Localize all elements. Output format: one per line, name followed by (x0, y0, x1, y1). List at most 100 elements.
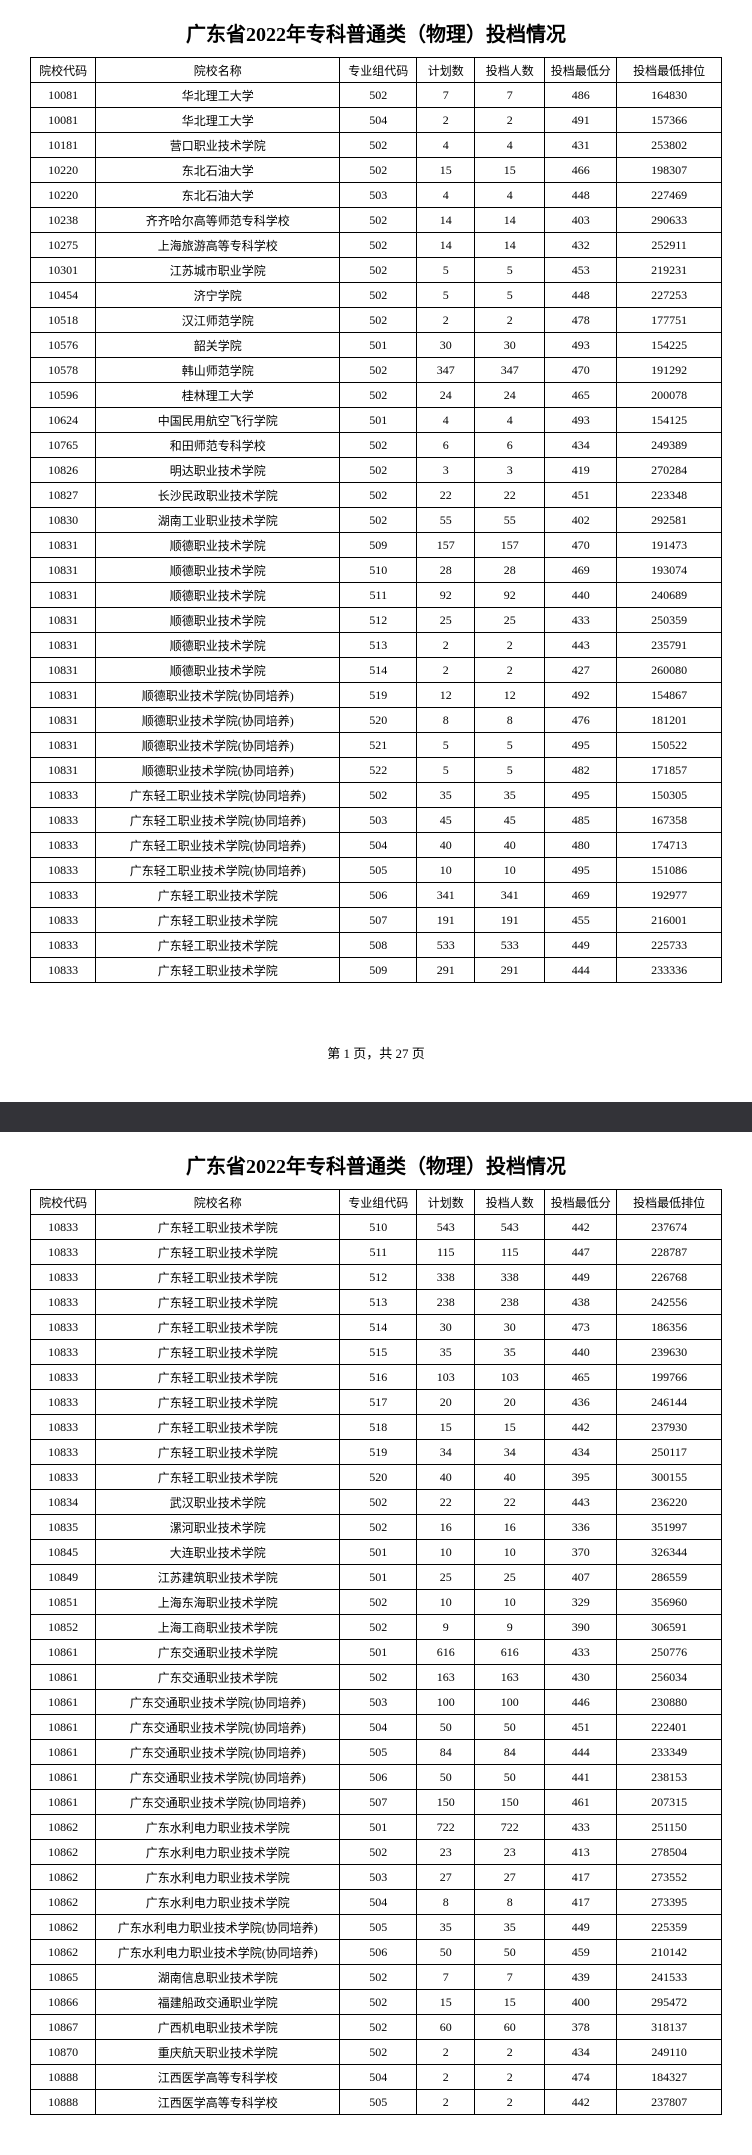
table-cell: 广东水利电力职业技术学院(协同培养) (96, 1940, 340, 1965)
table-cell: 150 (417, 1790, 475, 1815)
table-cell: 10831 (31, 683, 96, 708)
table-cell: 2 (417, 658, 475, 683)
table-cell: 336 (545, 1515, 617, 1540)
table-cell: 10862 (31, 1840, 96, 1865)
table-cell: 22 (417, 483, 475, 508)
table-cell: 466 (545, 158, 617, 183)
table-row: 10081华北理工大学50422491157366 (31, 108, 722, 133)
table-cell: 453 (545, 258, 617, 283)
table-row: 10862广东水利电力职业技术学院5032727417273552 (31, 1865, 722, 1890)
table-cell: 江苏建筑职业技术学院 (96, 1565, 340, 1590)
table-cell: 江西医学高等专科学校 (96, 2090, 340, 2115)
table-cell: 广东轻工职业技术学院 (96, 1265, 340, 1290)
table-cell: 东北石油大学 (96, 158, 340, 183)
table-cell: 22 (475, 1490, 545, 1515)
table-cell: 164830 (617, 83, 722, 108)
table-cell: 9 (417, 1615, 475, 1640)
table-cell: 273552 (617, 1865, 722, 1890)
table-cell: 503 (340, 808, 417, 833)
table-cell: 177751 (617, 308, 722, 333)
table-cell: 10865 (31, 1965, 96, 1990)
table-cell: 533 (417, 933, 475, 958)
table-cell: 440 (545, 1340, 617, 1365)
table-cell: 广东交通职业技术学院(协同培养) (96, 1790, 340, 1815)
table-cell: 桂林理工大学 (96, 383, 340, 408)
table-cell: 10861 (31, 1665, 96, 1690)
table-cell: 40 (417, 833, 475, 858)
table-cell: 广东交通职业技术学院(协同培养) (96, 1690, 340, 1715)
table-row: 10831顺德职业技术学院(协同培养)52255482171857 (31, 758, 722, 783)
table-cell: 434 (545, 1440, 617, 1465)
table-cell: 154867 (617, 683, 722, 708)
table-cell: 10081 (31, 83, 96, 108)
table-cell: 35 (417, 1915, 475, 1940)
table-cell: 250117 (617, 1440, 722, 1465)
table-cell: 10 (417, 858, 475, 883)
table-cell: 448 (545, 183, 617, 208)
table-cell: 广东轻工职业技术学院 (96, 1365, 340, 1390)
table-row: 10831顺德职业技术学院(协同培养)52088476181201 (31, 708, 722, 733)
table-cell: 465 (545, 1365, 617, 1390)
table-row: 10870重庆航天职业技术学院50222434249110 (31, 2040, 722, 2065)
table-cell: 10862 (31, 1940, 96, 1965)
table-cell: 433 (545, 1640, 617, 1665)
table-row: 10831顺德职业技术学院51422427260080 (31, 658, 722, 683)
table-cell: 10834 (31, 1490, 96, 1515)
table-cell: 509 (340, 533, 417, 558)
table-cell: 顺德职业技术学院 (96, 558, 340, 583)
table-cell: 中国民用航空飞行学院 (96, 408, 340, 433)
table-cell: 222401 (617, 1715, 722, 1740)
table-cell: 5 (475, 758, 545, 783)
table-cell: 249110 (617, 2040, 722, 2065)
table-cell: 616 (475, 1640, 545, 1665)
table-cell: 10275 (31, 233, 96, 258)
table-row: 10852上海工商职业技术学院50299390306591 (31, 1615, 722, 1640)
table-cell: 江西医学高等专科学校 (96, 2065, 340, 2090)
table-cell: 347 (417, 358, 475, 383)
table-cell: 517 (340, 1390, 417, 1415)
table-cell: 上海旅游高等专科学校 (96, 233, 340, 258)
table-cell: 502 (340, 233, 417, 258)
col-group: 专业组代码 (340, 1190, 417, 1215)
table-cell: 251150 (617, 1815, 722, 1840)
page-title: 广东省2022年专科普通类（物理）投档情况 (30, 18, 722, 47)
table-cell: 430 (545, 1665, 617, 1690)
table-cell: 442 (545, 1415, 617, 1440)
table-cell: 10849 (31, 1565, 96, 1590)
table-row: 10833广东轻工职业技术学院511115115447228787 (31, 1240, 722, 1265)
table-cell: 10851 (31, 1590, 96, 1615)
table-cell: 505 (340, 2090, 417, 2115)
table-row: 10833广东轻工职业技术学院(协同培养)5051010495151086 (31, 858, 722, 883)
table-cell: 10 (417, 1590, 475, 1615)
table-row: 10862广东水利电力职业技术学院(协同培养)5065050459210142 (31, 1940, 722, 1965)
table-cell: 10833 (31, 1290, 96, 1315)
table-cell: 225733 (617, 933, 722, 958)
table-cell: 广东水利电力职业技术学院 (96, 1815, 340, 1840)
table-cell: 45 (417, 808, 475, 833)
table-cell: 395 (545, 1465, 617, 1490)
table-cell: 501 (340, 333, 417, 358)
table-cell: 390 (545, 1615, 617, 1640)
table-row: 10830湖南工业职业技术学院5025555402292581 (31, 508, 722, 533)
table-row: 10826明达职业技术学院50233419270284 (31, 458, 722, 483)
table-cell: 25 (417, 608, 475, 633)
table-cell: 442 (545, 2090, 617, 2115)
table-cell: 28 (417, 558, 475, 583)
table-cell: 238 (417, 1290, 475, 1315)
table-cell: 403 (545, 208, 617, 233)
table-cell: 351997 (617, 1515, 722, 1540)
table-row: 10454济宁学院50255448227253 (31, 283, 722, 308)
table-cell: 8 (417, 1890, 475, 1915)
table-body-2: 10833广东轻工职业技术学院51054354344223767410833广东… (31, 1215, 722, 2115)
table-cell: 广东水利电力职业技术学院 (96, 1890, 340, 1915)
col-code: 院校代码 (31, 58, 96, 83)
table-cell: 齐齐哈尔高等师范专科学校 (96, 208, 340, 233)
table-cell: 493 (545, 333, 617, 358)
table-cell: 广东轻工职业技术学院(协同培养) (96, 858, 340, 883)
table-row: 10831顺德职业技术学院5102828469193074 (31, 558, 722, 583)
table-cell: 157 (475, 533, 545, 558)
table-cell: 516 (340, 1365, 417, 1390)
table-cell: 10518 (31, 308, 96, 333)
col-plan: 计划数 (417, 58, 475, 83)
table-cell: 6 (417, 433, 475, 458)
